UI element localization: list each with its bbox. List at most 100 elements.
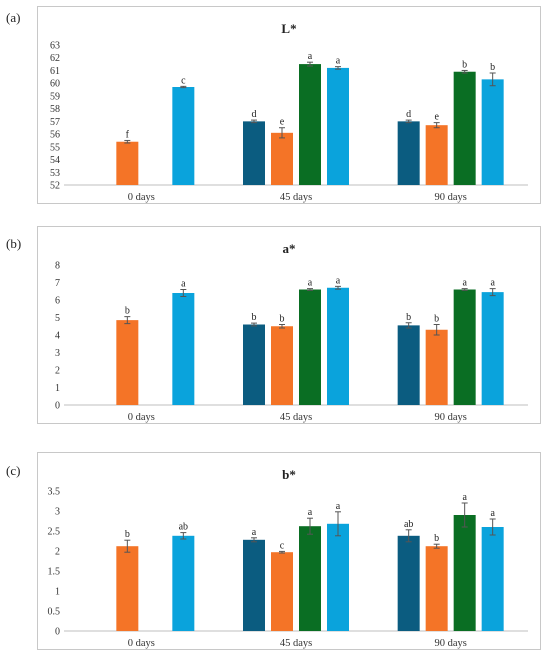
bar	[116, 546, 139, 631]
bar	[243, 121, 265, 185]
y-tick-label: 54	[50, 155, 60, 166]
panel-c-label: (c)	[6, 463, 21, 478]
bar	[425, 546, 448, 631]
bar	[299, 289, 321, 405]
significance-letter: a	[181, 279, 186, 290]
y-tick-label: 3.5	[48, 487, 61, 498]
panel-a-label: (a)	[6, 10, 21, 25]
bar	[397, 325, 420, 405]
bar	[481, 527, 504, 631]
significance-letter: b	[125, 306, 130, 317]
chart-title: b*	[282, 467, 296, 482]
y-tick-label: 5	[55, 313, 60, 324]
y-tick-label: 1	[55, 383, 60, 394]
y-tick-label: 0.5	[48, 607, 61, 618]
x-tick-label: 0 days	[128, 638, 155, 649]
y-tick-label: 61	[50, 66, 60, 77]
significance-letter: c	[280, 540, 285, 551]
bar	[271, 326, 293, 405]
y-tick-label: 0	[55, 627, 60, 638]
significance-letter: d	[406, 109, 411, 120]
y-tick-label: 60	[50, 79, 60, 90]
y-tick-label: 7	[55, 278, 60, 289]
chart-title: a*	[283, 241, 296, 256]
x-tick-label: 90 days	[434, 638, 466, 649]
bar	[327, 523, 349, 631]
significance-letter: b	[252, 312, 257, 323]
significance-letter: a	[490, 508, 495, 519]
y-tick-label: 8	[55, 261, 60, 272]
bar	[425, 125, 448, 185]
significance-letter: ab	[179, 522, 188, 533]
y-tick-label: 53	[50, 168, 60, 179]
x-tick-label: 45 days	[280, 412, 312, 423]
y-tick-label: 52	[50, 181, 60, 192]
significance-letter: b	[434, 533, 439, 544]
chart-title: L*	[281, 21, 296, 36]
chart-panel-b: b* 0 0.5 1 1.5 2 2.5 3 3.5 0 days b ab 45 days a c a a 90…	[37, 452, 541, 650]
y-tick-label: 59	[50, 91, 60, 102]
bar	[299, 526, 321, 631]
significance-letter: a	[490, 278, 495, 289]
y-tick-label: 57	[50, 117, 60, 128]
chart-svg-a: a* 0 1 2 3 4 5 6 7 8 0 days b a 45 days b b a a 90 days b b a…	[55, 241, 528, 423]
significance-letter: f	[126, 129, 130, 140]
significance-letter: ab	[404, 519, 413, 530]
y-tick-label: 2	[55, 547, 60, 558]
bar	[425, 329, 448, 405]
y-tick-label: 55	[50, 142, 60, 153]
significance-letter: b	[125, 529, 130, 540]
significance-letter: a	[336, 56, 341, 67]
bar	[481, 292, 504, 405]
significance-letter: b	[406, 312, 411, 323]
bar	[327, 67, 349, 185]
bar	[397, 535, 420, 631]
significance-letter: a	[462, 278, 467, 289]
bar	[271, 552, 293, 631]
y-tick-label: 1	[55, 587, 60, 598]
significance-letter: b	[490, 62, 495, 73]
bar	[327, 287, 349, 405]
significance-letter: a	[308, 278, 313, 289]
bar	[172, 87, 195, 185]
x-tick-label: 45 days	[280, 192, 312, 203]
x-tick-label: 45 days	[280, 638, 312, 649]
significance-letter: e	[434, 112, 439, 123]
bar	[397, 121, 420, 185]
bar	[116, 320, 139, 405]
y-tick-label: 3	[55, 507, 60, 518]
y-tick-label: 63	[50, 41, 60, 52]
x-tick-label: 0 days	[128, 412, 155, 423]
significance-letter: d	[252, 109, 257, 120]
y-tick-label: 56	[50, 130, 60, 141]
x-tick-label: 90 days	[434, 192, 466, 203]
bar	[116, 141, 139, 185]
y-tick-label: 2.5	[48, 527, 61, 538]
significance-letter: b	[280, 314, 285, 325]
bar	[453, 515, 476, 631]
y-tick-label: 2	[55, 366, 60, 377]
significance-letter: a	[336, 501, 341, 512]
bar	[453, 71, 476, 185]
y-tick-label: 4	[55, 331, 60, 342]
y-tick-label: 1.5	[48, 567, 61, 578]
chart-panel-l: L* 52 53 54 55 56 57 58 59 60 61 62 63 0 days f c 45 day…	[37, 6, 541, 204]
significance-letter: a	[308, 51, 313, 62]
y-tick-label: 0	[55, 401, 60, 412]
significance-letter: c	[181, 75, 186, 86]
x-tick-label: 0 days	[128, 192, 155, 203]
chart-panel-a: a* 0 1 2 3 4 5 6 7 8 0 days b a 45 days b b a a 90 days b b a…	[37, 226, 541, 424]
significance-letter: a	[336, 275, 341, 286]
bar	[172, 293, 195, 405]
significance-letter: a	[462, 492, 467, 503]
bar	[481, 79, 504, 185]
significance-letter: a	[252, 527, 257, 538]
y-tick-label: 3	[55, 348, 60, 359]
bar	[243, 324, 265, 405]
x-tick-label: 90 days	[434, 412, 466, 423]
y-tick-label: 62	[50, 53, 60, 64]
bar	[453, 289, 476, 405]
bar	[172, 535, 195, 631]
